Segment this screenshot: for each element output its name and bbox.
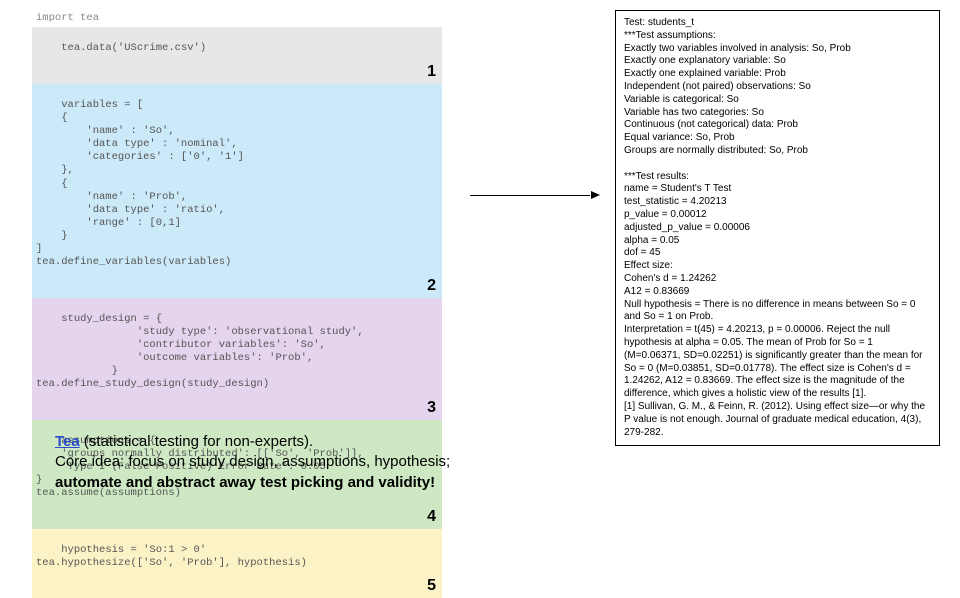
output-line: Exactly one explanatory variable: So: [624, 55, 931, 68]
code-block-1: tea.data('UScrime.csv') 1: [32, 27, 442, 84]
output-line: Exactly two variables involved in analys…: [624, 43, 931, 56]
output-line: Cohen's d = 1.24262: [624, 273, 931, 286]
code-block-3: study_design = { 'study type': 'observat…: [32, 298, 442, 420]
caption: Tea (statistical testing for non-experts…: [55, 432, 575, 493]
code-panel: import tea tea.data('UScrime.csv') 1 var…: [32, 10, 442, 598]
output-line: Variable has two categories: So: [624, 107, 931, 120]
output-line: Test: students_t: [624, 17, 931, 30]
output-line: Groups are normally distributed: So, Pro…: [624, 145, 931, 158]
caption-line-3: automate and abstract away test picking …: [55, 473, 575, 493]
code-block-3-number: 3: [427, 398, 436, 418]
code-block-3-text: study_design = { 'study type': 'observat…: [36, 313, 364, 391]
code-block-4-number: 4: [427, 507, 436, 527]
code-block-5-text: hypothesis = 'So:1 > 0' tea.hypothesize(…: [36, 544, 307, 569]
code-block-2-number: 2: [427, 276, 436, 296]
output-line: [1] Sullivan, G. M., & Feinn, R. (2012).…: [624, 401, 931, 439]
caption-line-2: Core idea: focus on study design, assump…: [55, 452, 575, 472]
output-line: Null hypothesis = There is no difference…: [624, 299, 931, 325]
output-line: Independent (not paired) observations: S…: [624, 81, 931, 94]
output-line: Interpretation = t(45) = 4.20213, p = 0.…: [624, 324, 931, 401]
output-line: alpha = 0.05: [624, 235, 931, 248]
code-block-2: variables = [ { 'name' : 'So', 'data typ…: [32, 84, 442, 298]
tea-link[interactable]: Tea: [55, 433, 80, 450]
code-block-5-number: 5: [427, 576, 436, 596]
output-panel: Test: students_t ***Test assumptions: Ex…: [615, 10, 940, 446]
caption-line-1-rest: (statistical testing for non-experts).: [80, 433, 313, 450]
arrow-head-icon: [591, 191, 600, 199]
output-line: A12 = 0.83669: [624, 286, 931, 299]
code-block-1-number: 1: [427, 62, 436, 82]
output-line: p_value = 0.00012: [624, 209, 931, 222]
output-line: Equal variance: So, Prob: [624, 132, 931, 145]
output-line: Variable is categorical: So: [624, 94, 931, 107]
code-block-2-text: variables = [ { 'name' : 'So', 'data typ…: [36, 99, 244, 269]
output-line: [624, 158, 931, 171]
output-line: test_statistic = 4.20213: [624, 196, 931, 209]
output-line: name = Student's T Test: [624, 183, 931, 196]
arrow: [470, 195, 600, 196]
arrow-line: [470, 195, 590, 196]
code-block-1-text: tea.data('UScrime.csv'): [61, 42, 206, 54]
output-line: Effect size:: [624, 260, 931, 273]
output-line: ***Test results:: [624, 171, 931, 184]
output-line: ***Test assumptions:: [624, 30, 931, 43]
caption-line-1: Tea (statistical testing for non-experts…: [55, 432, 575, 452]
code-import-line: import tea: [32, 10, 442, 27]
code-block-5: hypothesis = 'So:1 > 0' tea.hypothesize(…: [32, 529, 442, 598]
output-line: adjusted_p_value = 0.00006: [624, 222, 931, 235]
output-line: Continuous (not categorical) data: Prob: [624, 119, 931, 132]
output-line: Exactly one explained variable: Prob: [624, 68, 931, 81]
output-line: dof = 45: [624, 247, 931, 260]
